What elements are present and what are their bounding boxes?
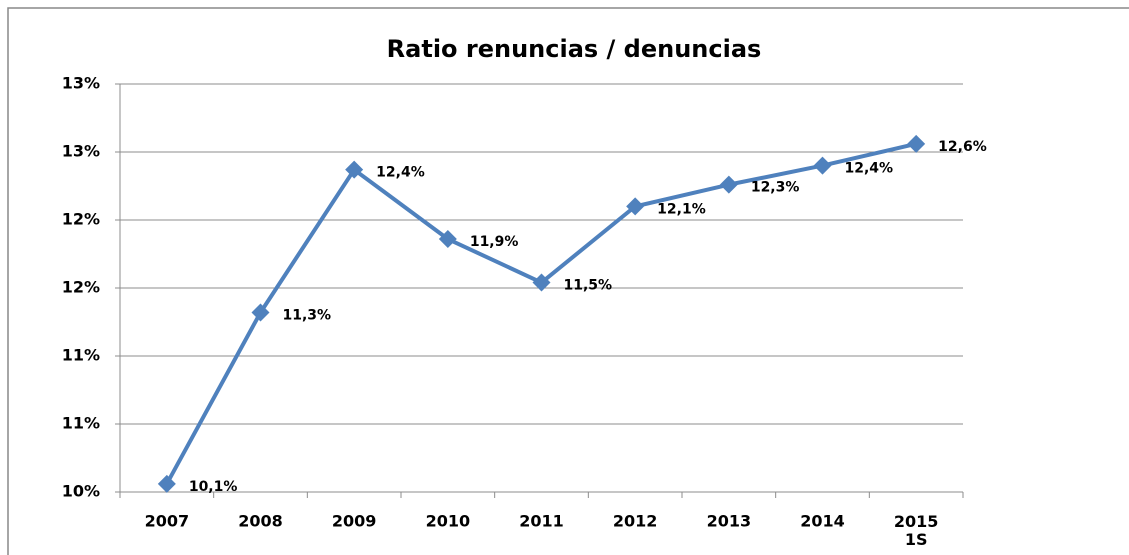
marker — [157, 474, 176, 493]
x-tick-label: 2009 — [332, 512, 377, 531]
x-tick-label: 2015 1S — [894, 512, 939, 549]
y-tick-label: 12% — [62, 278, 100, 297]
y-tick-label: 11% — [62, 414, 100, 433]
data-label: 12,3% — [751, 180, 800, 196]
marker — [626, 197, 645, 216]
y-tick-label: 13% — [62, 142, 100, 161]
marker — [813, 156, 832, 175]
x-tick-label: 2011 — [519, 512, 564, 531]
data-label: 11,3% — [283, 307, 332, 323]
marker — [345, 160, 364, 179]
data-label: 11,9% — [470, 234, 519, 250]
y-tick-label: 11% — [62, 346, 100, 365]
marker — [251, 303, 270, 322]
chart-title: Ratio renuncias / denuncias — [387, 35, 762, 63]
marker — [438, 230, 457, 249]
y-tick-label: 10% — [62, 482, 100, 501]
marker — [719, 175, 738, 194]
y-tick-label: 13% — [62, 74, 100, 93]
x-tick-label: 2013 — [707, 512, 752, 531]
data-label: 12,4% — [376, 165, 425, 181]
data-label: 10,1% — [189, 479, 238, 495]
data-label: 11,5% — [564, 278, 613, 294]
chart-border — [7, 7, 1129, 555]
y-tick-label: 12% — [62, 210, 100, 229]
x-tick-label: 2010 — [426, 512, 471, 531]
x-tick-label: 2014 — [800, 512, 845, 531]
data-label: 12,4% — [845, 161, 894, 177]
x-tick-label: 2012 — [613, 512, 658, 531]
marker — [532, 273, 551, 292]
x-tick-label: 2008 — [238, 512, 283, 531]
data-label: 12,1% — [657, 201, 706, 217]
marker — [907, 134, 926, 153]
x-tick-label: 2007 — [145, 512, 190, 531]
data-label: 12,6% — [938, 139, 987, 155]
